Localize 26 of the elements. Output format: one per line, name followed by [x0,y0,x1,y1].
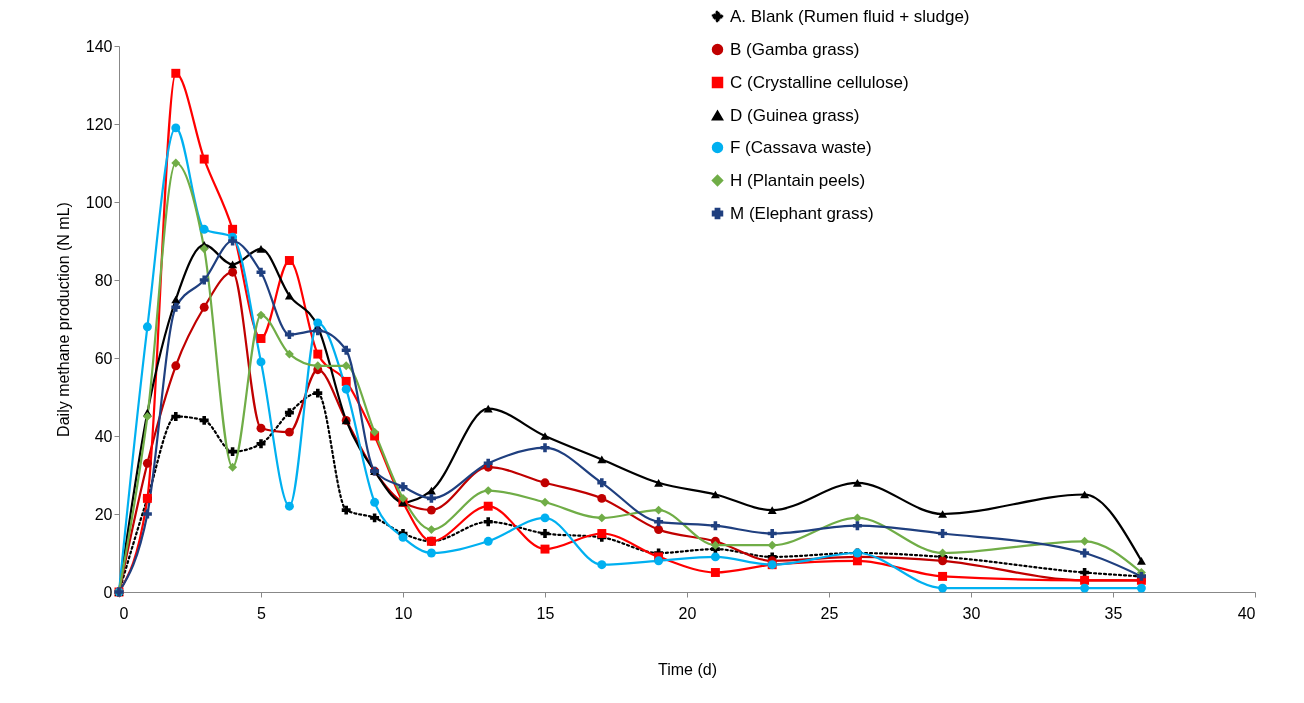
legend-label: M (Elephant grass) [730,203,874,223]
y-tick-label: 80 [94,271,113,289]
y-tick-label: 100 [85,193,113,211]
legend-label: F (Cassava waste) [730,137,872,157]
x-tick-label: 25 [820,604,839,622]
legend-label: B (Gamba grass) [730,39,860,59]
x-tick-label: 0 [119,604,129,622]
legend-label: C (Crystalline cellulose) [730,72,909,92]
x-tick-label: 40 [1237,604,1256,622]
y-tick-label: 140 [85,37,113,55]
y-axis-title: Daily methane production (N mL) [54,202,72,437]
legend-label: D (Guinea grass) [730,105,860,125]
x-tick-label: 15 [536,604,555,622]
y-tick-label: 40 [94,427,113,445]
y-tick-label: 120 [85,115,113,133]
legend-label: A. Blank (Rumen fluid + sludge) [730,6,970,26]
x-axis-title: Time (d) [658,660,717,678]
y-tick-label: 0 [103,583,113,601]
x-tick-label: 20 [678,604,697,622]
x-tick-label: 10 [394,604,413,622]
x-tick-label: 5 [257,604,267,622]
legend-label: H (Plantain peels) [730,170,866,190]
x-tick-label: 30 [962,604,981,622]
y-tick-label: 20 [94,505,113,523]
y-tick-label: 60 [94,349,113,367]
x-tick-label: 35 [1104,604,1123,622]
